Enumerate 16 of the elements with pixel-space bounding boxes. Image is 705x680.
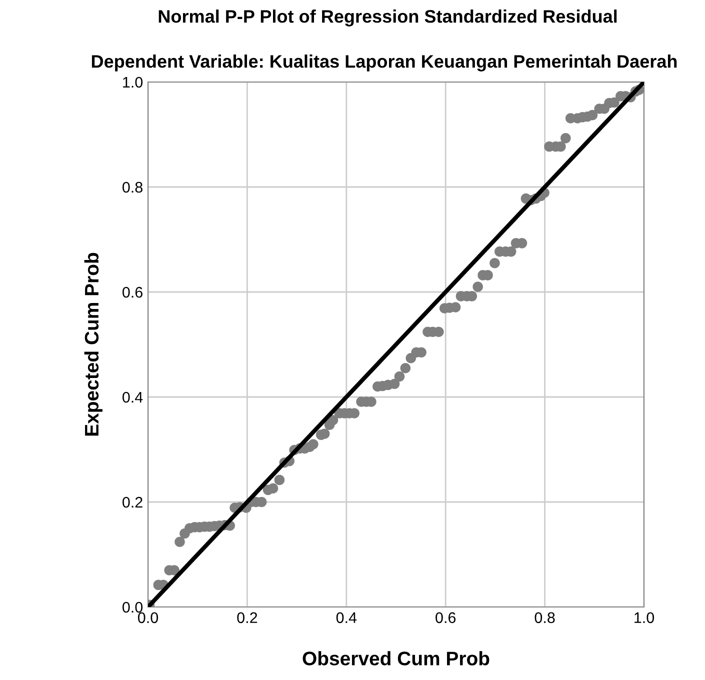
y-tick-label: 0.8 bbox=[122, 182, 142, 193]
y-tick-label: 0.4 bbox=[122, 392, 143, 403]
y-tick-label: 0.2 bbox=[122, 496, 142, 508]
x-tick-label: 0.6 bbox=[436, 612, 456, 624]
x-tick-label: 1.0 bbox=[634, 612, 654, 624]
x-tick-label: 0.8 bbox=[534, 612, 555, 624]
y-tick-label: 0.6 bbox=[122, 286, 142, 298]
x-tick-label: 0.4 bbox=[336, 612, 357, 624]
x-axis-title: Observed Cum Prob bbox=[302, 651, 490, 666]
y-axis-title: Expected Cum Prob bbox=[84, 252, 102, 436]
y-tick-label: 1.0 bbox=[123, 76, 143, 88]
y-tick-label: 0.0 bbox=[122, 602, 143, 613]
chart-title: Normal P-P Plot of Regression Standardized Residual bbox=[158, 10, 617, 26]
chart-subtitle: Dependent Variable: Kualitas Laporan Keuangan Pemerintah Daerah bbox=[92, 54, 677, 72]
x-tick-label: 0.0 bbox=[138, 612, 158, 624]
x-tick-label: 0.2 bbox=[237, 612, 258, 624]
